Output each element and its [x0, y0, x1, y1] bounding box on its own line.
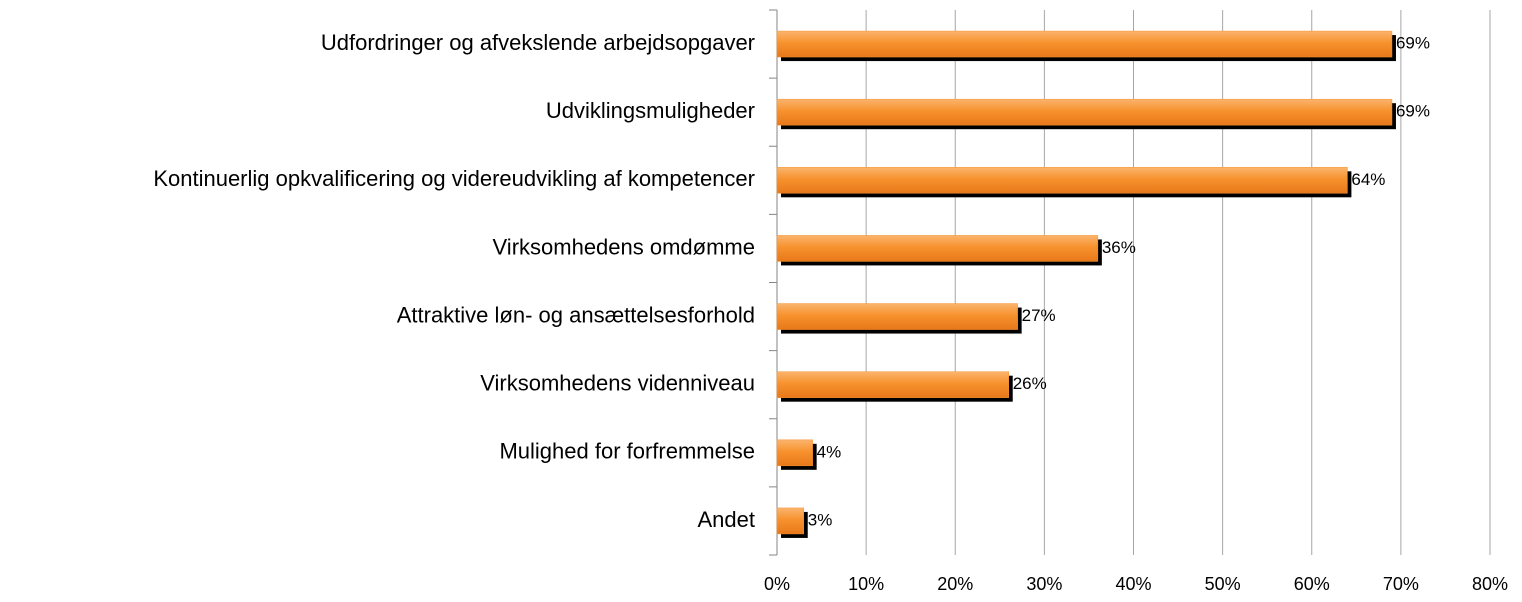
data-label: 26% — [1013, 374, 1047, 393]
bar — [776, 98, 1393, 126]
x-tick-label: 70% — [1383, 574, 1419, 594]
category-label: Attraktive løn- og ansættelsesforhold — [397, 302, 755, 327]
data-label: 27% — [1022, 306, 1056, 325]
bar — [776, 371, 1009, 398]
data-label: 69% — [1396, 34, 1430, 53]
x-tick-label: 30% — [1026, 574, 1062, 594]
category-label: Mulighed for forfremmelse — [499, 439, 755, 464]
category-label: Udviklingsmuligheder — [546, 98, 755, 123]
x-tick-label: 10% — [848, 574, 884, 594]
x-tick-label: 0% — [764, 574, 790, 594]
data-label: 36% — [1102, 238, 1136, 257]
bar — [776, 30, 1393, 58]
x-tick-label: 40% — [1115, 574, 1151, 594]
x-tick-label: 60% — [1294, 574, 1330, 594]
x-tick-label: 20% — [937, 574, 973, 594]
data-label: 3% — [808, 510, 833, 529]
data-label: 4% — [817, 442, 842, 461]
data-label: 64% — [1351, 170, 1385, 189]
category-label: Virksomhedens videnniveau — [480, 371, 755, 396]
category-label: Andet — [698, 507, 756, 532]
bar — [776, 235, 1099, 262]
x-tick-label: 50% — [1205, 574, 1241, 594]
bar — [776, 303, 1018, 330]
category-label: Virksomhedens omdømme — [493, 234, 755, 259]
data-label: 69% — [1396, 102, 1430, 121]
category-label: Udfordringer og afvekslende arbejdsopgav… — [321, 30, 755, 55]
category-label: Kontinuerlig opkvalificering og videreud… — [153, 166, 755, 191]
bar — [776, 439, 813, 467]
bar — [776, 167, 1348, 194]
bar — [776, 507, 804, 535]
x-tick-label: 80% — [1472, 574, 1508, 594]
